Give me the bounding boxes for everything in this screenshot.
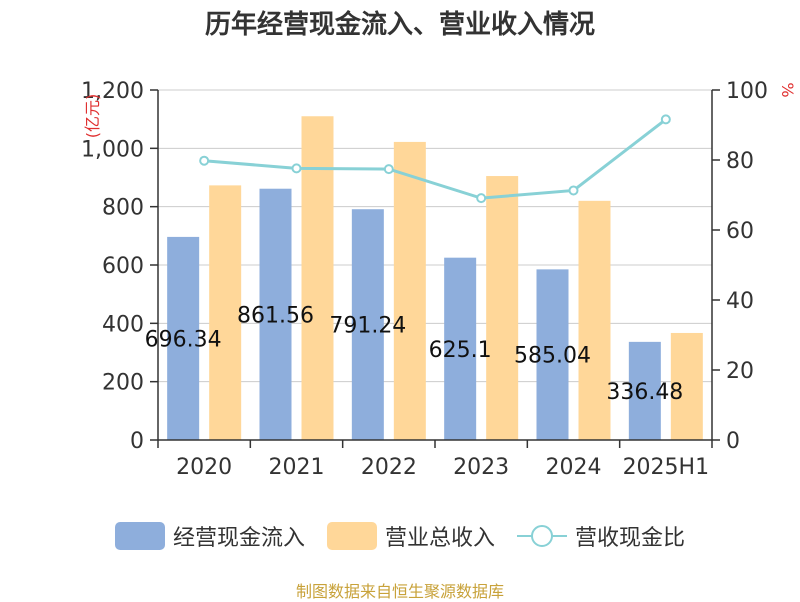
data-label-2022: 791.24	[329, 314, 406, 339]
legend-swatch-cash-inflow	[114, 522, 165, 550]
legend-item-revenue[interactable]: 营业总收入	[326, 520, 495, 552]
bar-2024-经营现金流入	[536, 269, 569, 440]
data-label-2023: 625.1	[429, 338, 492, 363]
y-right-tick-label: 60	[726, 219, 754, 244]
y-right-axis-label: %	[778, 82, 797, 97]
point-cash-ratio-2020	[199, 155, 210, 166]
data-label-2021: 861.56	[237, 303, 314, 328]
bar-2021-营业总收入	[301, 116, 334, 440]
data-label-2025H1: 336.48	[606, 380, 683, 405]
y-left-tick-label: 200	[102, 371, 144, 396]
bar-2022-经营现金流入	[351, 209, 384, 440]
y-right-tick-label: 0	[726, 429, 740, 454]
y-right-tick-label: 40	[726, 289, 754, 314]
bar-2020-营业总收入	[209, 185, 242, 440]
point-cash-ratio-2023	[476, 193, 487, 204]
bar-2024-营业总收入	[578, 200, 611, 440]
legend-label-cash-inflow: 经营现金流入	[172, 526, 305, 551]
point-cash-ratio-2024	[568, 185, 579, 196]
bar-2023-经营现金流入	[444, 257, 477, 440]
y-right-tick-label: 80	[726, 149, 754, 174]
bar-2023-营业总收入	[486, 176, 519, 440]
y-left-tick-label: 0	[130, 429, 144, 454]
point-cash-ratio-2025H1	[660, 114, 671, 125]
bar-2020-经营现金流入	[167, 236, 200, 440]
bar-2025H1-营业总收入	[670, 332, 703, 440]
y-left-tick-label: 400	[102, 312, 144, 337]
bar-2022-营业总收入	[393, 141, 426, 440]
bar-2025H1-经营现金流入	[628, 341, 661, 440]
x-tick-label: 2023	[453, 455, 509, 480]
point-cash-ratio-2021	[291, 163, 302, 174]
legend: 经营现金流入 营业总收入 营收现金比	[0, 516, 800, 556]
point-cash-ratio-2022	[383, 164, 394, 175]
y-left-tick-label: 1,000	[81, 137, 144, 162]
y-left-tick-label: 1,200	[81, 79, 144, 104]
legend-label-revenue: 营业总收入	[384, 526, 495, 551]
y-right-tick-label: 100	[726, 79, 768, 104]
legend-label-cash-ratio: 营收现金比	[575, 526, 686, 551]
data-source-note: 制图数据来自恒生聚源数据库	[295, 582, 504, 601]
x-tick-label: 2021	[269, 455, 325, 480]
legend-swatch-cash-ratio	[517, 522, 567, 550]
legend-item-cash-inflow[interactable]: 经营现金流入	[114, 520, 305, 552]
legend-item-cash-ratio[interactable]: 营收现金比	[517, 520, 685, 552]
y-left-tick-label: 600	[102, 254, 144, 279]
x-tick-label: 2022	[361, 455, 417, 480]
bar-2021-经营现金流入	[259, 188, 292, 440]
legend-swatch-revenue	[326, 522, 377, 550]
x-tick-label: 2024	[546, 455, 602, 480]
y-right-tick-label: 20	[726, 359, 754, 384]
y-left-tick-label: 800	[102, 196, 144, 221]
data-label-2024: 585.04	[514, 344, 591, 369]
data-label-2020: 696.34	[145, 327, 222, 352]
y-left-axis-label: (亿元)	[83, 94, 102, 139]
line-cash-ratio	[204, 118, 667, 200]
chart-title: 历年经营现金流入、营业收入情况	[204, 10, 595, 40]
x-tick-label: 2025H1	[623, 455, 710, 480]
x-tick-label: 2020	[176, 455, 232, 480]
